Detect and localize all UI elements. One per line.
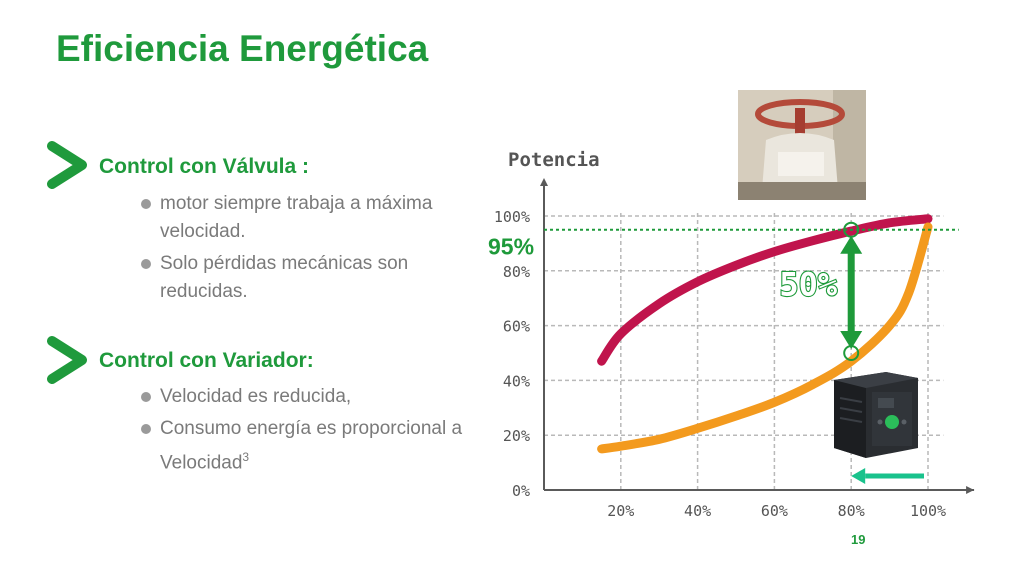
axes [540,178,975,494]
chevron-right-icon [47,141,87,189]
series-line-valve [597,214,933,366]
variable-frequency-drive-photo [826,368,922,460]
series-line-drive [597,222,933,454]
valve-photo [738,90,866,200]
bullet-list-drive: Velocidad es reducida, Consumo energía e… [140,383,470,481]
superscript: 3 [242,450,250,464]
power-chart: Potencia 0% 20% 40% 60% 80% 100% 20% 40% 60% 80% 10… [488,149,975,520]
annotations: 95% 50% [488,221,959,484]
x-tick-label: 20% [607,502,634,520]
x-tick-label: 40% [684,502,711,520]
bullet-item: Solo pérdidas mecánicas son reducidas. [140,250,470,306]
y-tick-label: 60% [503,318,530,336]
series [597,214,933,454]
section-heading-valve: Control con Válvula : [99,155,310,178]
y-tick-label: 20% [503,427,530,445]
y-tick-label: 100% [494,208,530,226]
bullet-item: motor siempre trabaja a máxima velocidad… [140,190,470,246]
difference-label: 50% [779,266,838,304]
bullet-item: Consumo energía es proporcional a Veloci… [140,415,470,477]
arrow-down-icon [840,331,863,349]
slide-title: Eficiencia Energética [56,28,429,69]
marker-circle [843,221,860,238]
x-tick-label: 100% [910,502,946,520]
arrow-up-icon [840,235,863,254]
x-tick-label: 60% [761,502,788,520]
page-number: 19 [851,532,866,547]
bullet-text: Consumo energía es proporcional a Veloci… [160,418,463,474]
arrow-left-icon [851,468,866,484]
x-tick-label: 80% [838,502,865,520]
x-axis-arrow-icon [966,486,975,494]
y-tick-label: 0% [512,482,530,500]
chevron-right-icon [47,336,87,384]
y-axis-label: Potencia [508,149,600,171]
section-heading-drive: Control con Variador: [99,349,314,372]
marker-circle [843,345,860,361]
bullet-item: Velocidad es reducida, [140,383,470,411]
y-tick-label: 40% [503,372,530,390]
y-tick-label: 80% [503,263,530,281]
reference-line-label: 95% [488,234,534,260]
y-axis-arrow-icon [540,178,548,186]
tick-labels: Potencia 0% 20% 40% 60% 80% 100% 20% 40% 60% 80% 10… [494,149,946,520]
bullet-list-valve: motor siempre trabaja a máxima velocidad… [140,190,470,310]
